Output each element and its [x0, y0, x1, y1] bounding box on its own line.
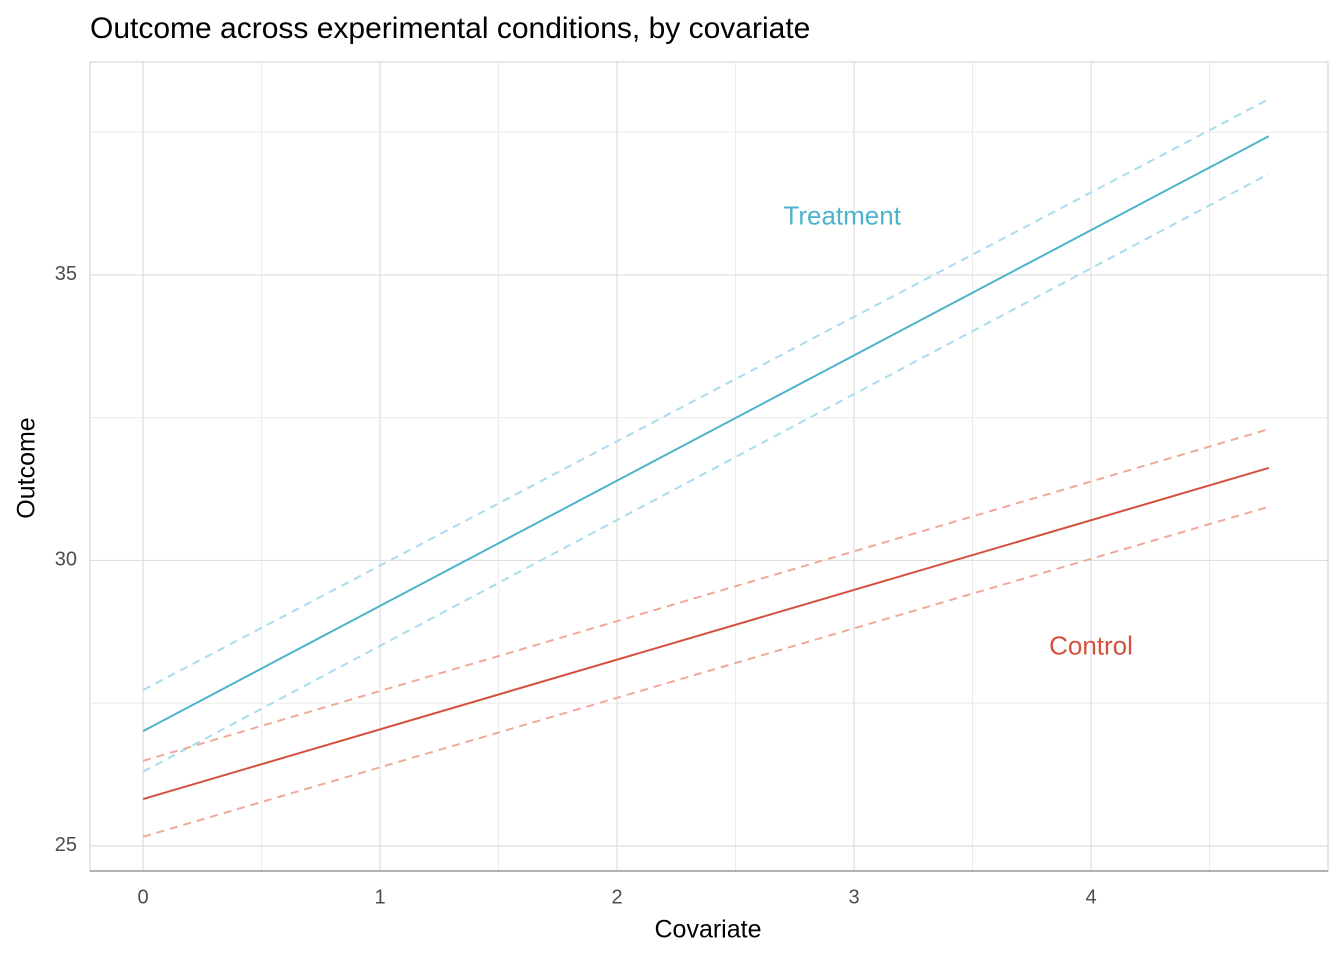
- annotation: Control: [1049, 631, 1133, 661]
- x-tick-label: 0: [138, 886, 149, 908]
- series-line: [142, 135, 1270, 733]
- x-tick-label: 2: [611, 886, 622, 908]
- y-tick-label: 25: [55, 834, 77, 856]
- series-line: [142, 98, 1270, 691]
- y-axis-label: Outcome: [13, 417, 41, 518]
- series-line: [142, 173, 1270, 773]
- x-tick-label: 3: [848, 886, 859, 908]
- series-line: [142, 428, 1270, 762]
- annotation: Treatment: [783, 201, 901, 231]
- x-axis-label: Covariate: [655, 916, 762, 944]
- chart-title: Outcome across experimental conditions, …: [90, 12, 810, 45]
- series-line: [142, 466, 1270, 801]
- x-tick-label: 1: [375, 886, 386, 908]
- x-tick-label: 4: [1085, 886, 1096, 908]
- y-tick-label: 30: [55, 549, 77, 571]
- y-tick-label: 35: [55, 263, 77, 285]
- series-line: [142, 505, 1270, 838]
